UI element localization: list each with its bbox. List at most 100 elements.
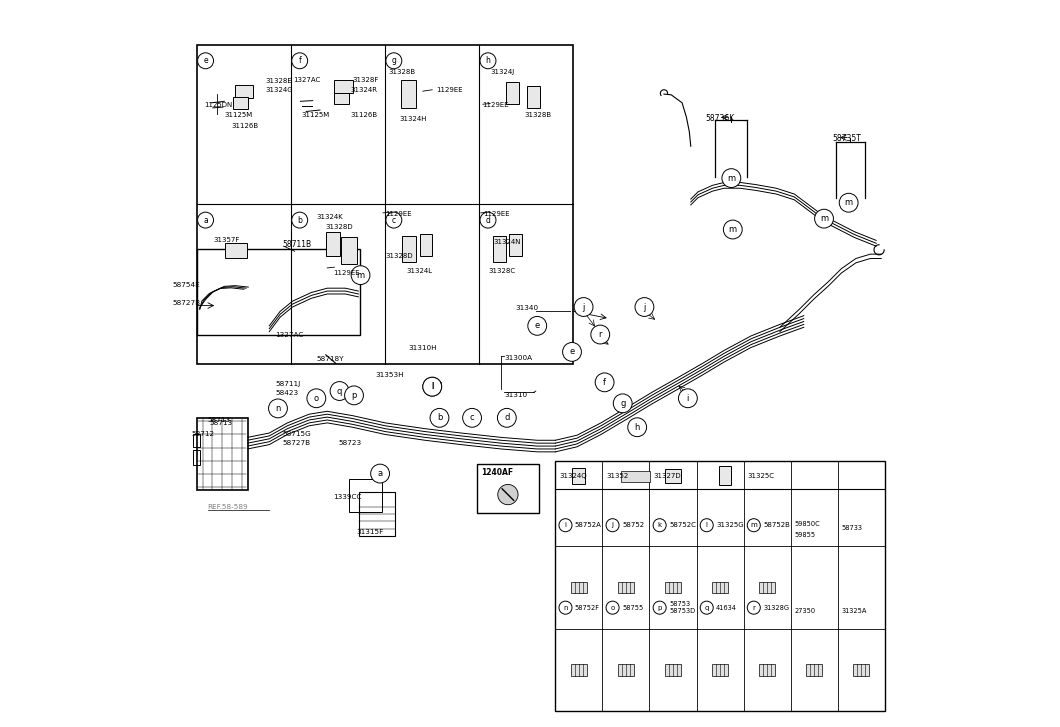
Text: 31125M: 31125M [225,112,252,118]
Circle shape [559,601,572,614]
Text: 31328D: 31328D [325,225,353,230]
Text: 31324G: 31324G [266,87,294,94]
Circle shape [701,518,713,531]
Text: j: j [582,302,585,311]
Text: 58723: 58723 [339,440,361,446]
Text: 58727B: 58727B [282,440,311,446]
Text: 1240AF: 1240AF [481,468,514,478]
Circle shape [371,464,389,483]
FancyBboxPatch shape [225,243,247,259]
Text: 31300A: 31300A [504,355,532,361]
Text: 31325C: 31325C [747,473,774,479]
Circle shape [628,418,647,437]
Text: 1129EE: 1129EE [482,102,509,108]
Circle shape [606,518,619,531]
FancyBboxPatch shape [341,237,357,265]
Text: 31328G: 31328G [763,605,790,611]
Text: m: m [727,174,736,182]
FancyBboxPatch shape [334,80,353,93]
Bar [665,664,681,675]
Circle shape [723,220,742,239]
Circle shape [590,325,610,344]
Circle shape [268,399,287,418]
Bar [571,664,587,675]
FancyBboxPatch shape [233,97,248,108]
Text: 58711J: 58711J [276,381,300,387]
Text: 58752A: 58752A [575,522,602,529]
Text: 58752: 58752 [622,522,644,529]
FancyBboxPatch shape [401,80,416,108]
Text: n: n [276,404,281,413]
Text: 59850C: 59850C [794,521,820,528]
Text: 1339CC: 1339CC [333,494,361,499]
Text: 58736K: 58736K [705,114,735,123]
Text: r: r [753,605,755,611]
Text: 31324Q: 31324Q [559,473,586,479]
Circle shape [307,389,325,408]
Bar [197,249,359,334]
Text: 31310: 31310 [504,393,527,398]
Text: 31315F: 31315F [356,529,384,534]
Text: o: o [314,394,319,403]
Text: 31126B: 31126B [232,123,259,129]
Bar [193,434,199,447]
Text: 31328B: 31328B [389,69,416,76]
Text: 58713: 58713 [209,420,232,426]
Circle shape [635,297,654,316]
Text: 58752C: 58752C [669,522,696,529]
Text: 1129EE: 1129EE [333,270,359,276]
Circle shape [480,53,496,69]
Text: n: n [563,605,568,611]
Bar [359,492,395,536]
Circle shape [498,484,518,505]
Bar [193,451,199,465]
FancyBboxPatch shape [665,468,681,483]
Circle shape [423,377,442,396]
Text: l: l [706,522,708,529]
Circle shape [575,297,593,316]
FancyBboxPatch shape [420,234,431,256]
Text: m: m [356,270,365,280]
Bar [712,582,728,593]
Text: p: p [657,605,661,611]
Text: 58755: 58755 [622,605,643,611]
Circle shape [430,409,448,427]
Text: g: g [391,56,396,65]
Text: REF.58-589: REF.58-589 [208,504,248,510]
Text: r: r [599,330,602,339]
Text: 31327D: 31327D [653,473,681,479]
Text: b: b [437,414,442,422]
Circle shape [747,601,760,614]
Text: e: e [204,56,208,65]
Text: 31353H: 31353H [375,372,404,378]
Circle shape [722,169,741,188]
Text: d: d [505,414,510,422]
Text: h: h [485,56,491,65]
Text: a: a [204,216,208,225]
Bar [349,479,382,512]
Bar [555,461,885,711]
Text: 58713: 58713 [208,417,231,423]
Bar [618,664,634,675]
Text: e: e [569,348,575,356]
Text: 58423: 58423 [276,390,298,396]
Circle shape [386,53,402,69]
Text: p: p [351,391,357,400]
Circle shape [678,389,697,408]
Bar [618,582,634,593]
Text: 59855: 59855 [794,531,815,538]
Text: 31325G: 31325G [717,522,744,529]
Text: 31340: 31340 [515,305,538,311]
Text: b: b [297,216,302,225]
Circle shape [386,212,402,228]
Circle shape [197,212,213,228]
Text: m: m [728,225,737,234]
Text: 31324K: 31324K [316,214,343,220]
Bar [712,664,728,675]
FancyBboxPatch shape [493,236,507,262]
Circle shape [292,212,307,228]
Text: f: f [603,378,606,387]
Text: 31324J: 31324J [490,69,514,76]
Text: 58711B: 58711B [282,239,312,249]
Circle shape [197,53,213,69]
